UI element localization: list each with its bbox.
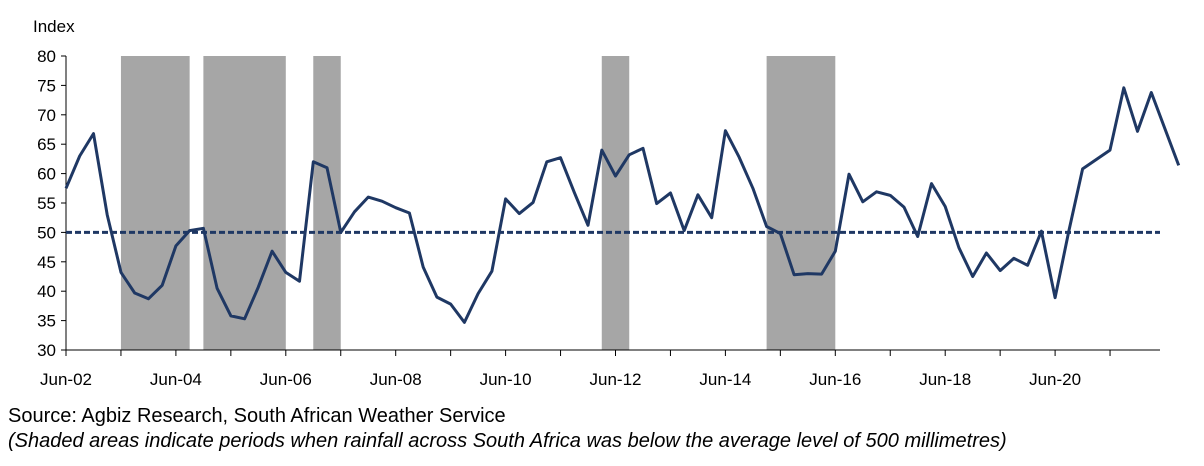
y-tick-label: 80: [37, 47, 56, 66]
x-tick-label: Jun-08: [370, 370, 422, 389]
shaded-period: [601, 56, 630, 350]
x-tick-label: Jun-02: [40, 370, 92, 389]
shading-note: (Shaded areas indicate periods when rain…: [8, 430, 1007, 452]
x-tick-label: Jun-16: [809, 370, 861, 389]
x-tick-label: Jun-18: [919, 370, 971, 389]
y-tick-label: 35: [37, 312, 56, 331]
x-tick-label: Jun-20: [1029, 370, 1081, 389]
y-axis-title: Index: [33, 17, 75, 36]
x-tick-label: Jun-12: [590, 370, 642, 389]
axes: [61, 55, 1160, 356]
shaded-period: [120, 56, 190, 350]
x-tick-label: Jun-14: [699, 370, 751, 389]
y-tick-label: 45: [37, 253, 56, 272]
y-tick-label: 55: [37, 194, 56, 213]
shaded-period: [766, 56, 836, 350]
y-tick-label: 75: [37, 76, 56, 95]
y-tick-label: 30: [37, 341, 56, 360]
source-note: Source: Agbiz Research, South African We…: [8, 405, 506, 427]
shaded-periods: [120, 56, 836, 350]
y-tick-label: 40: [37, 282, 56, 301]
y-tick-label: 65: [37, 135, 56, 154]
y-tick-label: 70: [37, 106, 56, 125]
shaded-period: [203, 56, 286, 350]
series-layer: [64, 86, 1181, 324]
axis-labels: 30 35 40 45 50 55 60 65 70 75 80 Jun-02 Jun-04 Jun-06…: [33, 17, 1081, 389]
shaded-period: [313, 56, 341, 350]
y-tick-label: 50: [37, 223, 56, 242]
y-tick-label: 60: [37, 165, 56, 184]
line-chart: 30 35 40 45 50 55 60 65 70 75 80 Jun-02 Jun-04 Jun-06…: [33, 17, 1181, 389]
x-tick-label: Jun-04: [150, 370, 202, 389]
x-tick-label: Jun-10: [480, 370, 532, 389]
x-tick-label: Jun-06: [260, 370, 312, 389]
